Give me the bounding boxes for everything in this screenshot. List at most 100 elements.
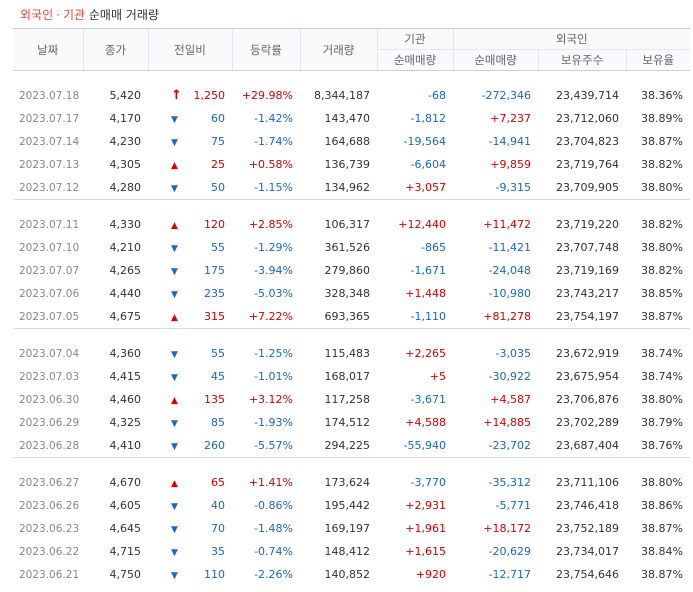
close-cell: 4,675 [109,310,142,323]
change-cell: ▼ 175 [148,259,232,282]
rate-cell: +3.12% [248,393,293,406]
change-cell: ▲ 315 [148,305,232,329]
change-cell: ▼ 55 [148,236,232,259]
rate-cell: +1.41% [248,476,293,489]
date-cell: 2023.07.13 [19,158,80,171]
foreign-hold-cell: 23,675,954 [556,370,619,383]
date-cell: 2023.07.03 [19,370,80,383]
foreign-ratio-cell: 38.84% [641,545,683,558]
volume-cell: 279,860 [324,264,371,277]
foreign-net-cell: -23,702 [488,439,531,452]
change-cell: ▼ 45 [148,365,232,388]
volume-cell: 328,348 [324,287,371,300]
inst-net-cell: +4,588 [405,416,446,429]
table-row: 2023.06.29 4,325 ▼ 85 -1.93% 174,512 +4,588 +14… [13,411,690,434]
change-value: 35 [211,545,225,558]
group-separator [13,328,690,342]
rate-cell: -0.86% [254,499,293,512]
inst-net-cell: -3,770 [410,476,446,489]
table-row: 2023.07.17 4,170 ▼ 60 -1.42% 143,470 -1,812 +7,… [13,107,690,130]
foreign-ratio-cell: 38.87% [641,522,683,535]
foreign-ratio-cell: 38.79% [641,416,683,429]
rate-cell: -5.57% [254,439,293,452]
inst-net-cell: +12,440 [398,218,446,231]
foreign-net-cell: -11,421 [488,241,531,254]
foreign-hold-cell: 23,704,823 [556,135,619,148]
inst-net-cell: -865 [421,241,446,254]
foreign-ratio-cell: 38.80% [641,241,683,254]
close-cell: 4,265 [109,264,142,277]
foreign-net-cell: -10,980 [488,287,531,300]
down-triangle-icon: ▼ [171,442,178,452]
change-value: 1,250 [193,89,226,102]
foreign-ratio-cell: 38.87% [641,310,683,323]
trade-table: 날짜 종가 전일비 등락률 거래량 기관 외국인 순매매량 순매매량 보유주수 … [13,28,690,586]
rate-cell: -1.74% [254,135,293,148]
col-group-foreign: 외국인 [452,28,690,50]
foreign-net-cell: -12,717 [488,568,531,581]
inst-net-cell: -1,110 [410,310,446,323]
date-cell: 2023.06.29 [19,416,80,429]
change-cell: ▼ 40 [148,494,232,517]
close-cell: 4,440 [109,287,142,300]
volume-cell: 195,442 [324,499,371,512]
inst-net-cell: -68 [428,89,446,102]
rate-cell: +29.98% [241,89,293,102]
close-cell: 4,280 [109,181,142,194]
change-value: 175 [204,264,225,277]
close-cell: 4,325 [109,416,142,429]
close-cell: 5,420 [109,89,142,102]
change-cell: ▼ 235 [148,282,232,305]
separator-cell [13,199,690,213]
inst-net-cell: -3,671 [410,393,446,406]
rate-cell: -1.25% [254,347,293,360]
change-value: 40 [211,499,225,512]
rate-cell: -1.48% [254,522,293,535]
foreign-ratio-cell: 38.89% [641,112,683,125]
date-cell: 2023.07.14 [19,135,80,148]
change-cell: ▲ 120 [148,213,232,236]
down-triangle-icon: ▼ [171,350,178,360]
volume-cell: 115,483 [324,347,371,360]
table-row: 2023.06.30 4,460 ▲ 135 +3.12% 117,258 -3,671 +4… [13,388,690,411]
down-triangle-icon: ▼ [171,502,178,512]
table-row: 2023.07.05 4,675 ▲ 315 +7.22% 693,365 -1,110 +8… [13,305,690,329]
down-triangle-icon: ▼ [171,138,178,148]
foreign-hold-cell: 23,746,418 [556,499,619,512]
up-triangle-icon: ▲ [171,221,178,231]
volume-cell: 174,512 [324,416,371,429]
table-row: 2023.07.04 4,360 ▼ 55 -1.25% 115,483 +2,265 -3,… [13,342,690,365]
title-separator: · [56,8,60,22]
change-value: 75 [211,135,225,148]
change-value: 85 [211,416,225,429]
change-cell: ▼ 85 [148,411,232,434]
close-cell: 4,305 [109,158,142,171]
foreign-hold-cell: 23,754,646 [556,568,619,581]
date-cell: 2023.06.27 [19,476,80,489]
foreign-net-cell: -3,035 [495,347,531,360]
table-row: 2023.06.23 4,645 ▼ 70 -1.48% 169,197 +1,961 +18… [13,517,690,540]
foreign-net-cell: -272,346 [481,89,531,102]
change-cell: ▲ 25 [148,153,232,176]
change-value: 65 [211,476,225,489]
inst-net-cell: +920 [415,568,446,581]
table-row: 2023.07.03 4,415 ▼ 45 -1.01% 168,017 +5 -30,922… [13,365,690,388]
foreign-hold-cell: 23,672,919 [556,347,619,360]
date-cell: 2023.07.17 [19,112,80,125]
table-row: 2023.07.11 4,330 ▲ 120 +2.85% 106,317 +12,440 +… [13,213,690,236]
down-triangle-icon: ▼ [171,115,178,125]
col-foreign-hold: 보유주수 [537,49,626,71]
inst-net-cell: +1,961 [405,522,446,535]
foreign-ratio-cell: 38.85% [641,287,683,300]
close-cell: 4,645 [109,522,142,535]
foreign-net-cell: -35,312 [488,476,531,489]
close-cell: 4,460 [109,393,142,406]
foreign-hold-cell: 23,709,905 [556,181,619,194]
volume-cell: 173,624 [324,476,371,489]
change-cell: ▼ 55 [148,342,232,365]
title-institution: 기관 [62,8,86,22]
col-rate: 등락률 [231,28,300,71]
volume-cell: 294,225 [324,439,371,452]
rate-cell: -1.42% [254,112,293,125]
table-row: 2023.06.27 4,670 ▲ 65 +1.41% 173,624 -3,770 -35… [13,471,690,494]
